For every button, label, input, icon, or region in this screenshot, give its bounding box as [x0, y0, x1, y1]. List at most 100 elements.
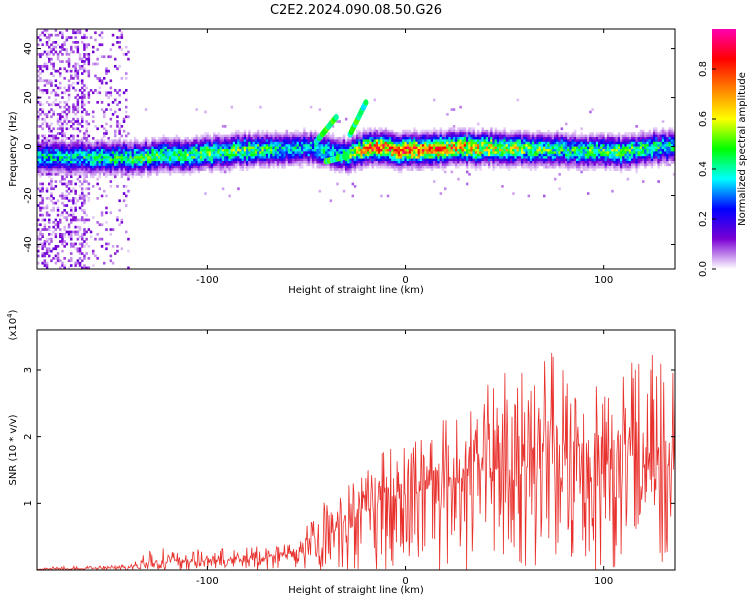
spectrogram-cell — [70, 170, 73, 174]
spectrogram-cell — [576, 161, 579, 164]
spectrogram-cell — [292, 151, 295, 155]
spectrogram-cell — [39, 187, 42, 191]
spectrogram-cell — [186, 161, 190, 164]
spectrogram-cell — [358, 168, 361, 171]
spectrogram-cell — [389, 139, 392, 143]
spectrogram-cell — [470, 153, 473, 157]
spectrogram-cell — [63, 101, 66, 104]
spectrogram-cell — [334, 149, 337, 152]
spectrogram-cell — [479, 156, 482, 159]
spectrogram-cell — [232, 144, 236, 147]
spectrogram-cell — [419, 151, 423, 155]
spectrogram-cell — [316, 163, 319, 167]
spectrogram-cell — [340, 137, 344, 140]
spectrogram-cell — [562, 153, 566, 157]
spectrogram-cell — [129, 170, 132, 174]
spectrogram-cell — [507, 141, 511, 145]
spectrogram-cell — [510, 139, 513, 143]
spectrogram-cell — [567, 149, 570, 152]
spectrogram-cell — [83, 228, 86, 231]
spectrogram-cell — [307, 144, 311, 147]
spectrogram-cell — [481, 144, 484, 147]
spectrogram-cell — [61, 175, 64, 179]
spectrogram-cell — [573, 158, 577, 162]
spectrogram-cell — [54, 261, 58, 265]
spectrogram-cell — [169, 141, 172, 145]
spectrogram-cell — [118, 158, 121, 162]
spectrogram-cell — [312, 132, 315, 135]
spectrogram-cell — [37, 86, 40, 90]
spectrogram-cell — [457, 161, 460, 164]
spectrogram-cell — [360, 168, 363, 171]
spectrogram-cell — [63, 158, 66, 162]
spectrogram-cell — [45, 161, 49, 164]
spectrogram-cell — [362, 132, 366, 135]
spectrogram-cell — [259, 141, 262, 145]
spectrogram-cell — [103, 158, 106, 162]
spectrogram-cell — [127, 266, 130, 270]
spectrogram-cell — [459, 137, 462, 140]
spectrogram-cell — [314, 161, 317, 164]
spectrogram-cell — [450, 139, 454, 143]
spectrogram-cell — [72, 230, 75, 234]
spectrogram-cell — [406, 165, 410, 169]
spectrogram-cell — [540, 163, 544, 167]
spectrogram-cell — [63, 266, 66, 270]
spectrogram-cell — [50, 122, 53, 126]
spectrogram-cell — [424, 132, 427, 135]
spectrogram-cell — [283, 137, 286, 140]
spectrogram-cell — [395, 156, 399, 159]
spectrogram-cell — [294, 146, 297, 150]
spectrogram-cell — [450, 141, 454, 145]
spectrogram-cell — [39, 67, 42, 71]
spectrogram-cell — [248, 158, 251, 162]
spectrogram-cell — [353, 168, 357, 171]
spectrogram-cell — [41, 110, 44, 114]
spectrogram-cell — [422, 146, 425, 150]
spectrogram-cell — [534, 144, 537, 147]
spectrogram-cell — [48, 165, 51, 169]
spectrogram-cell — [191, 137, 194, 140]
spectrogram-cell — [215, 165, 218, 169]
spectrogram-cell — [171, 170, 174, 174]
spectrogram-cell — [70, 242, 73, 246]
spectrogram-cell — [393, 165, 396, 169]
spectrogram-cell — [65, 29, 69, 32]
spectrogram-cell — [63, 117, 66, 121]
spectrogram-cell — [349, 151, 352, 155]
spectrogram-cell — [48, 254, 51, 258]
spectrogram-cell — [371, 158, 374, 162]
spectrogram-cell — [525, 149, 528, 152]
spectrogram-cell — [551, 141, 555, 145]
spectrogram-cell — [250, 139, 253, 143]
spectrogram-cell — [56, 141, 60, 145]
spectrogram-cell — [380, 165, 383, 169]
spectrogram-cell — [67, 230, 71, 234]
spectrogram-cell — [303, 141, 306, 145]
spectrogram-cell — [118, 122, 121, 126]
spectrogram-cell — [545, 137, 548, 140]
spectrogram-cell — [503, 127, 506, 131]
spectrogram-cell — [360, 146, 363, 150]
spectrogram-cell — [72, 218, 75, 222]
spectrogram-cell — [63, 245, 66, 248]
spectrogram-cell — [70, 182, 73, 186]
spectrogram-cell — [197, 146, 201, 150]
spectrogram-cell — [259, 144, 262, 147]
spectrogram-cell — [158, 168, 161, 171]
spectrogram-cell — [81, 139, 84, 143]
spectrogram-cell — [477, 163, 480, 167]
spectrogram-cell — [78, 249, 82, 253]
spectrogram-cell — [331, 125, 335, 128]
spectrogram-cell — [56, 144, 60, 147]
spectrogram-cell — [518, 132, 522, 135]
spectrogram-cell — [415, 161, 418, 164]
spectrogram-cell — [380, 158, 383, 162]
spectrogram-cell — [551, 137, 555, 140]
spectrogram-cell — [87, 146, 91, 150]
spectrogram-cell — [92, 149, 95, 152]
spectrogram-cell — [74, 67, 77, 71]
spectrogram-cell — [481, 149, 484, 152]
spectrogram-cell — [518, 156, 522, 159]
spectrogram-cell — [155, 151, 159, 155]
